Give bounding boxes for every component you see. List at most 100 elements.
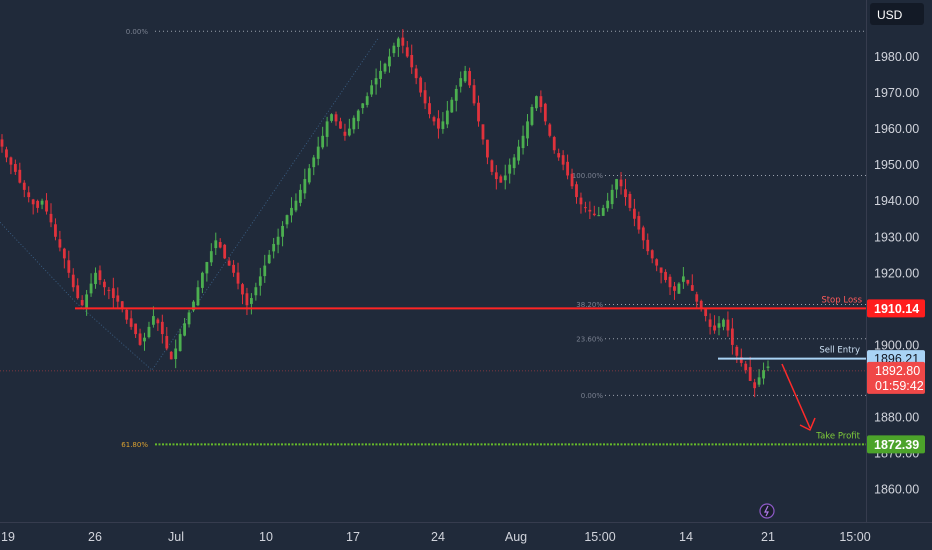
sell-entry-label: Sell Entry xyxy=(819,346,860,356)
candle-body xyxy=(298,189,302,203)
candle-body xyxy=(655,259,659,266)
candle-body xyxy=(174,348,178,360)
candle-body xyxy=(321,135,325,148)
candle-body xyxy=(579,197,583,205)
candle-body xyxy=(388,56,391,67)
candle-body xyxy=(575,184,578,198)
candle-body xyxy=(192,301,195,311)
candle-body xyxy=(27,192,31,198)
price-tick-label: 1940.00 xyxy=(874,194,919,208)
candle-body xyxy=(708,319,712,327)
candle-body xyxy=(441,121,445,129)
candle-body xyxy=(606,200,610,209)
candle-body xyxy=(165,336,169,349)
candle-body xyxy=(650,250,654,259)
time-axis[interactable]: 19 26 Jul 10 17 24 Aug 15:00 14 21 15:00 xyxy=(1,530,871,544)
time-tick-label: 15:00 xyxy=(839,530,870,544)
candle-body xyxy=(5,149,8,158)
candle-body xyxy=(147,326,151,338)
candle-body xyxy=(143,337,146,342)
candle-body xyxy=(566,161,569,176)
candle-body xyxy=(58,239,62,248)
candle-body xyxy=(356,110,360,122)
fib-left-61-label: 61.80% xyxy=(121,441,148,449)
candle-body xyxy=(352,117,356,130)
candle-body xyxy=(535,96,538,109)
candle-body xyxy=(258,276,262,286)
candle-body xyxy=(490,160,494,172)
candle-body xyxy=(111,288,115,299)
candle-body xyxy=(713,325,716,331)
candle-body xyxy=(392,45,396,54)
candle-body xyxy=(80,300,84,306)
candle-body xyxy=(379,70,382,79)
candle-body xyxy=(641,227,645,241)
candle-body xyxy=(227,260,231,266)
last-price-tag: 1892.80 01:59:42 xyxy=(867,361,925,394)
candle-body xyxy=(552,137,556,151)
price-axis[interactable]: 1980.00 1970.00 1960.00 1950.00 1940.00 1930.… xyxy=(874,50,919,497)
candle-body xyxy=(521,135,525,149)
candle-body xyxy=(414,68,418,79)
candle-body xyxy=(245,293,249,306)
candle-body xyxy=(218,242,222,248)
time-tick-label: 14 xyxy=(679,530,693,544)
candle-body xyxy=(374,78,378,85)
candle-body xyxy=(94,272,97,285)
candle-body xyxy=(187,312,191,325)
candle-body xyxy=(704,309,708,317)
candle-body xyxy=(343,131,347,136)
price-tick-label: 1950.00 xyxy=(874,158,919,172)
candle-body xyxy=(45,200,48,212)
time-tick-label: 24 xyxy=(431,530,445,544)
candle-body xyxy=(659,267,663,273)
candle-body xyxy=(739,357,743,363)
candle-body xyxy=(232,264,235,273)
candle-body xyxy=(592,213,596,216)
candle-body xyxy=(726,319,730,331)
candle-body xyxy=(405,47,409,57)
candle-body xyxy=(290,207,293,216)
candle-body xyxy=(196,287,200,306)
event-marker-icon[interactable] xyxy=(759,503,775,519)
time-tick-label: Aug xyxy=(505,530,527,544)
candle-body xyxy=(637,216,641,230)
candle-body xyxy=(735,346,739,356)
candle-body xyxy=(98,270,102,281)
candle-body xyxy=(517,146,521,161)
candle-body xyxy=(557,153,561,158)
candle-body xyxy=(432,117,436,122)
candle-body xyxy=(201,272,204,288)
candle-body xyxy=(40,200,44,205)
candle-body xyxy=(281,225,284,237)
price-tick-label: 1980.00 xyxy=(874,50,919,64)
price-tick-label: 1920.00 xyxy=(874,266,919,280)
candle-body xyxy=(766,366,770,368)
candle-body xyxy=(272,243,276,252)
candle-body xyxy=(468,71,472,86)
fib-anchor-lines xyxy=(0,38,379,371)
candle-body xyxy=(183,323,186,336)
candle-body xyxy=(285,215,289,225)
currency-button[interactable]: USD xyxy=(870,3,924,25)
candle-body xyxy=(312,157,316,168)
candle-body xyxy=(36,200,40,208)
candle-body xyxy=(601,207,605,216)
candle-body xyxy=(307,168,311,183)
candle-body xyxy=(717,323,721,328)
time-tick-label: 10 xyxy=(259,530,273,544)
candle-body xyxy=(584,207,587,209)
candle-body xyxy=(477,102,480,122)
candle-body xyxy=(71,274,75,288)
candle-body xyxy=(526,121,529,139)
price-tick-label: 1960.00 xyxy=(874,122,919,136)
candle-body xyxy=(169,351,173,360)
candle-body xyxy=(0,139,4,147)
candle-body xyxy=(499,176,503,183)
bar-countdown: 01:59:42 xyxy=(875,379,924,393)
candle-body xyxy=(214,240,218,249)
take-profit-price-tag: 1872.39 xyxy=(867,435,925,454)
candle-body xyxy=(624,189,627,198)
